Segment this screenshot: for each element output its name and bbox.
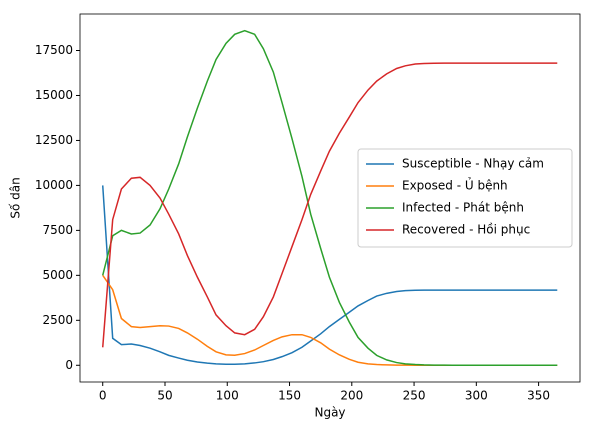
x-tick-label: 100 (216, 389, 239, 403)
x-tick-label: 350 (527, 389, 550, 403)
legend: Susceptible - Nhạy cảm Exposed - Ủ bệnh In… (357, 148, 573, 248)
y-tick-label: 5000 (42, 268, 73, 282)
plot-frame (79, 13, 581, 383)
y-tick-label: 7500 (42, 223, 73, 237)
y-tick-label: 12500 (35, 133, 73, 147)
legend-label: Infected - Phát bệnh (402, 201, 524, 215)
x-tick-label: 0 (99, 389, 107, 403)
y-axis-label: Số dân (9, 177, 23, 218)
y-tick-label: 17500 (35, 43, 73, 57)
series-line (101, 185, 558, 365)
x-tick-label: 50 (157, 389, 172, 403)
y-tick-label: 2500 (42, 313, 73, 327)
x-tick-label: 150 (278, 389, 301, 403)
legend-box (357, 148, 573, 248)
x-tick-label: 300 (465, 389, 488, 403)
y-tick-label: 0 (65, 358, 73, 372)
legend-label: Susceptible - Nhạy cảm (402, 157, 544, 171)
x-axis-label: Ngày (314, 406, 345, 420)
y-tick-label: 15000 (35, 88, 73, 102)
y-tick-label: 10000 (35, 178, 73, 192)
series-line (101, 62, 558, 348)
x-tick-label: 250 (403, 389, 426, 403)
series-line (102, 274, 558, 367)
legend-label: Exposed - Ủ bệnh (402, 177, 508, 193)
series-line (102, 29, 558, 367)
legend-label: Recovered - Hồi phục (402, 223, 530, 237)
x-tick-label: 200 (340, 389, 363, 403)
